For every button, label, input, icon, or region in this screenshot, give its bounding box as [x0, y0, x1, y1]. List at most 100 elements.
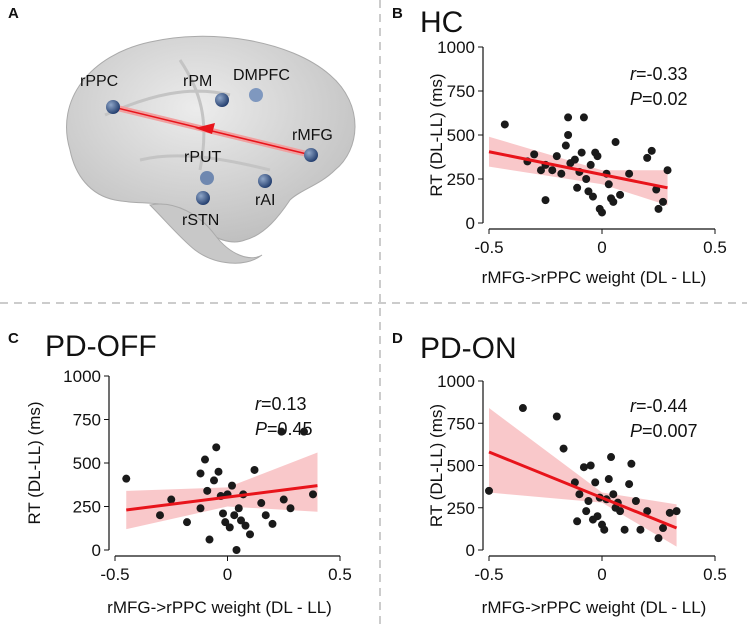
- data-point: [659, 524, 668, 533]
- data-point: [584, 187, 593, 196]
- data-point: [654, 534, 663, 543]
- x-tick-label: 0: [597, 238, 606, 257]
- data-point: [309, 490, 317, 499]
- data-point: [604, 475, 613, 484]
- x-axis-label: rMFG->rPPC weight (DL - LL): [482, 268, 707, 287]
- data-point: [582, 507, 591, 516]
- data-point: [167, 495, 176, 504]
- data-point: [557, 169, 566, 178]
- data-point: [647, 146, 656, 155]
- data-point: [659, 197, 668, 206]
- annotation-symbol: P: [255, 419, 267, 439]
- y-tick-label: 750: [447, 414, 475, 433]
- x-tick-label: 0.5: [703, 565, 727, 584]
- panel-label: B: [392, 5, 403, 22]
- arrow-head: [195, 123, 215, 134]
- chart: HC r=-0.33 P=0.02 0 250 500 750 1000 -0.5 0 0.5 rMF…: [420, 6, 727, 287]
- data-point: [219, 509, 227, 518]
- data-point: [485, 486, 493, 495]
- y-tick-label: 500: [447, 457, 475, 476]
- data-point: [277, 427, 286, 436]
- chart-title: PD-OFF: [45, 330, 157, 363]
- x-tick-label: 0.5: [703, 238, 727, 257]
- y-axis-label: RT (DL-LL) (ms): [25, 401, 44, 524]
- node: [200, 171, 214, 185]
- annotation-value: =0.13: [261, 394, 307, 414]
- node-label: DMPFC: [233, 67, 290, 84]
- data-point: [268, 519, 277, 528]
- data-point: [616, 190, 625, 199]
- y-tick-label: 0: [466, 541, 475, 560]
- data-point: [183, 518, 191, 527]
- data-point: [604, 180, 613, 189]
- y-axis-label: RT (DL-LL) (ms): [427, 73, 446, 196]
- data-point: [588, 192, 597, 201]
- data-point: [586, 160, 595, 169]
- data-point: [643, 507, 652, 516]
- data-point: [573, 517, 582, 526]
- chart-title: HC: [420, 6, 463, 39]
- data-point: [300, 427, 308, 436]
- annotation: r=-0.33: [630, 64, 688, 84]
- annotation-value: =-0.44: [636, 396, 688, 416]
- annotation: P=0.02: [630, 89, 688, 109]
- data-point: [625, 169, 634, 178]
- data-point: [598, 208, 606, 217]
- node: [106, 100, 120, 114]
- y-tick-label: 500: [73, 454, 101, 473]
- data-point: [636, 525, 645, 534]
- data-point: [625, 480, 634, 489]
- node: [249, 88, 263, 102]
- data-point: [518, 404, 527, 413]
- y-axis-label: RT (DL-LL) (ms): [427, 404, 446, 527]
- x-tick-label: 0: [223, 565, 232, 584]
- data-point: [663, 166, 672, 175]
- chart-title: PD-ON: [420, 332, 517, 365]
- data-point: [552, 412, 561, 421]
- node-label: rPUT: [184, 149, 222, 166]
- data-point: [584, 496, 593, 505]
- data-point: [196, 504, 205, 513]
- y-tick-label: 1000: [437, 372, 475, 391]
- data-point: [279, 495, 288, 504]
- data-point: [579, 113, 588, 122]
- node: [304, 148, 318, 162]
- data-point: [654, 204, 663, 213]
- y-tick-label: 1000: [63, 367, 101, 386]
- brain-outline: [66, 35, 356, 243]
- data-point: [616, 507, 625, 516]
- data-point: [228, 481, 236, 490]
- data-point: [548, 166, 557, 175]
- data-point: [201, 455, 209, 464]
- data-point: [672, 507, 681, 516]
- y-tick-label: 1000: [437, 38, 475, 57]
- node-label: rPM: [183, 73, 212, 90]
- x-tick-label: -0.5: [474, 565, 503, 584]
- data-point: [261, 511, 270, 520]
- data-point: [530, 150, 539, 159]
- annotation-symbol: r: [630, 396, 637, 416]
- data-point: [564, 113, 573, 122]
- data-point: [122, 474, 131, 483]
- annotation: P=0.007: [630, 421, 698, 441]
- data-point: [593, 512, 602, 521]
- data-point: [652, 185, 661, 194]
- confidence-band: [489, 408, 677, 547]
- x-axis-label: rMFG->rPPC weight (DL - LL): [482, 598, 707, 617]
- data-point: [579, 463, 588, 472]
- data-point: [210, 476, 218, 485]
- y-tick-label: 750: [73, 411, 101, 430]
- data-point: [631, 496, 640, 505]
- data-point: [257, 499, 266, 508]
- brain: rPPC rPM DMPFC rMFG rPUT rAI rSTN: [66, 35, 356, 264]
- annotation-symbol: P: [630, 89, 642, 109]
- data-point: [600, 525, 609, 534]
- data-point: [246, 530, 254, 539]
- annotation-value: =0.02: [642, 89, 688, 109]
- node-label: rSTN: [182, 212, 219, 229]
- node-label: rMFG: [292, 127, 333, 144]
- y-tick-label: 250: [447, 170, 475, 189]
- data-point: [156, 511, 164, 520]
- data-point: [237, 516, 245, 525]
